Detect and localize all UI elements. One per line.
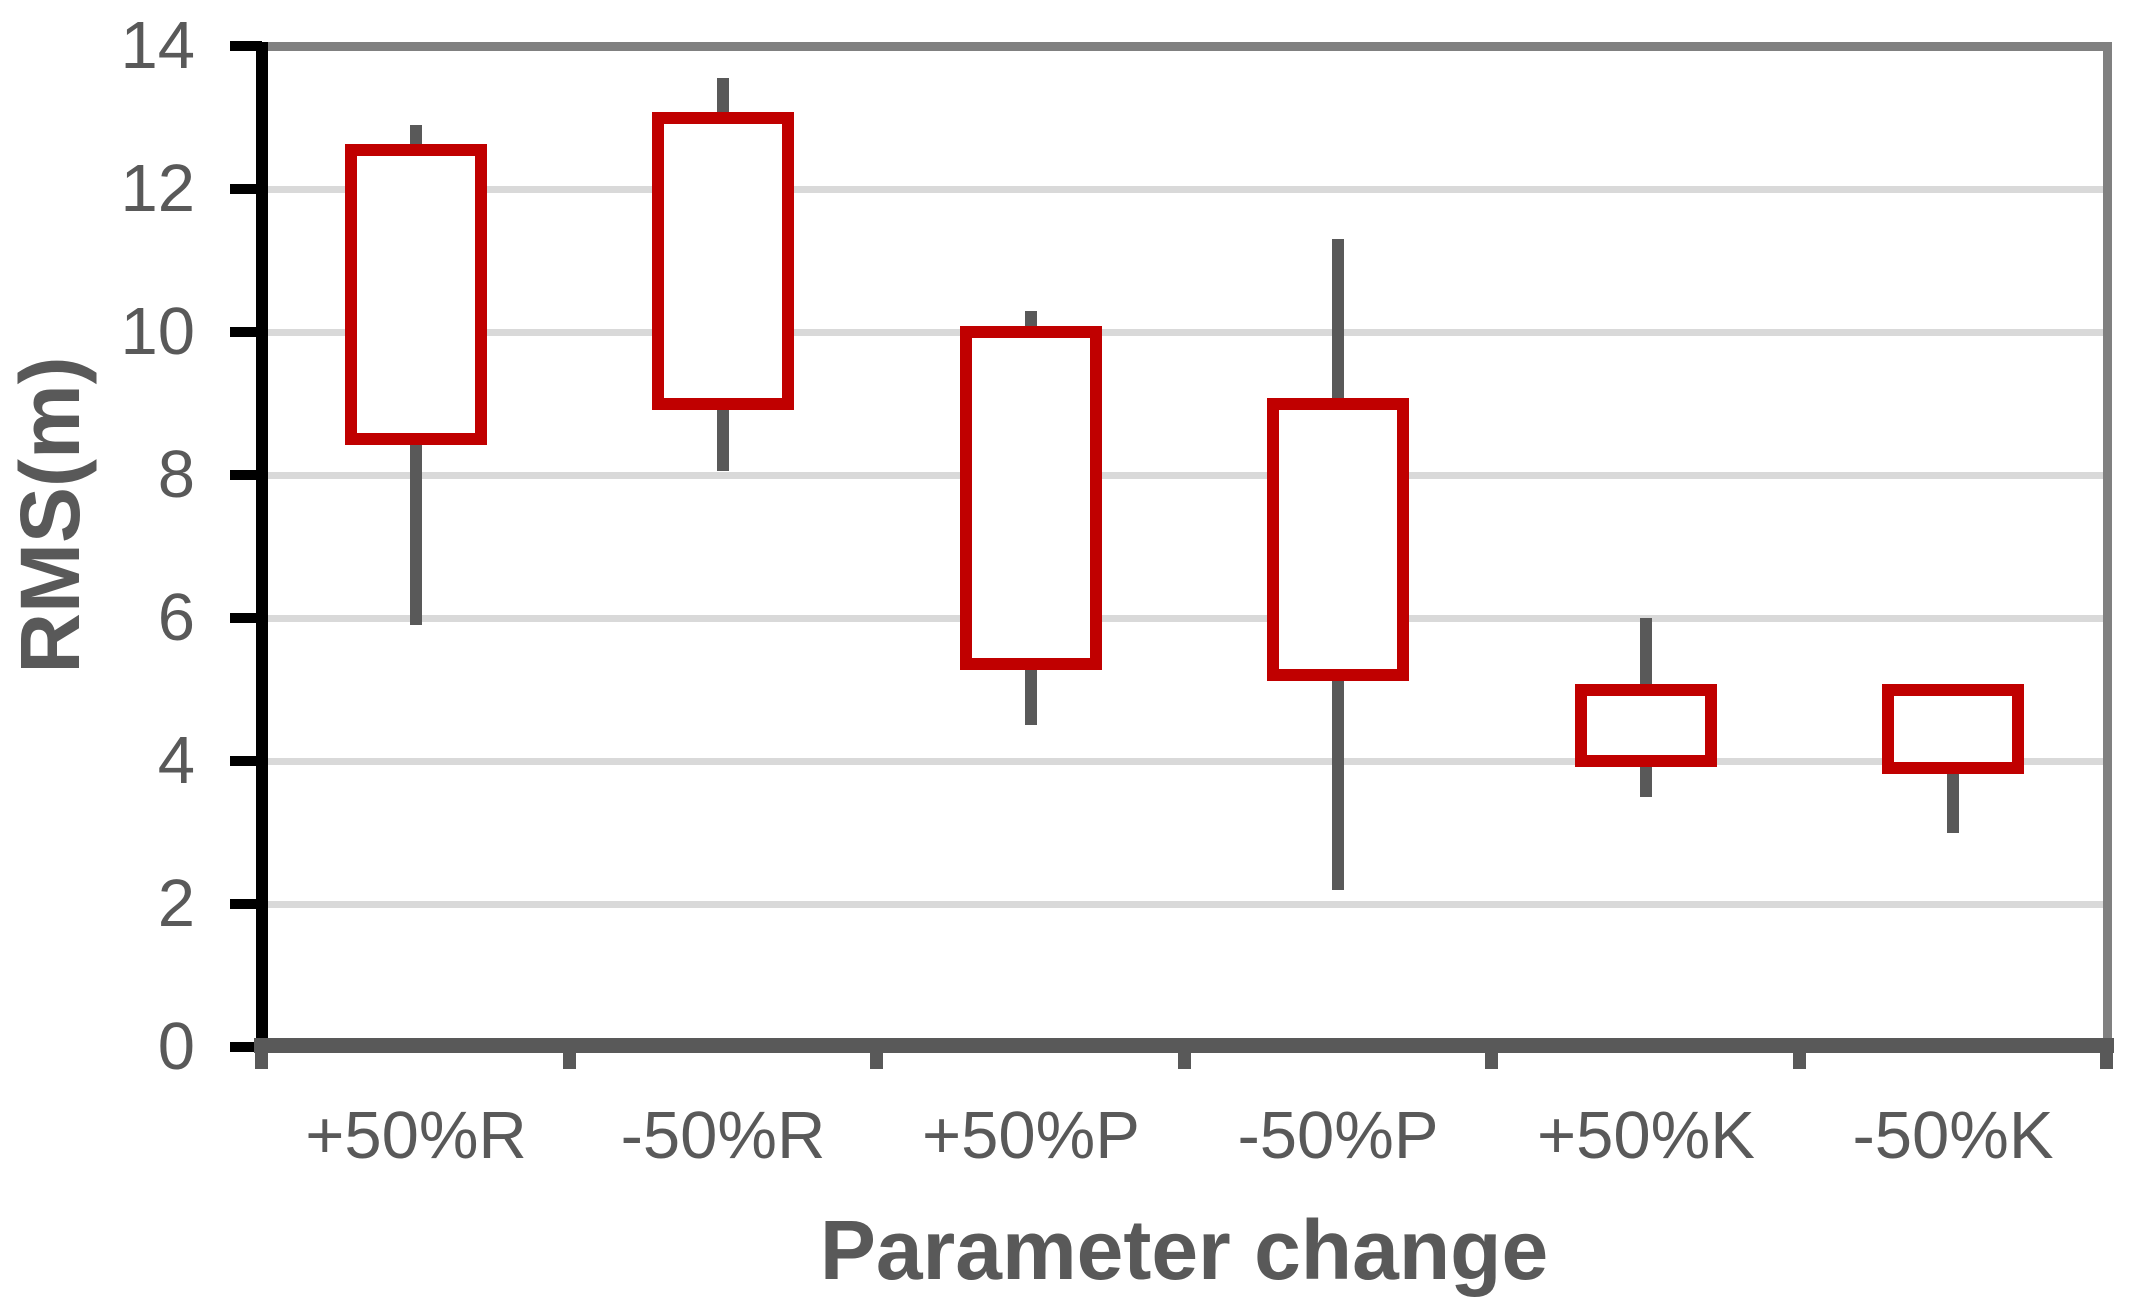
x-category-label-plus50K: +50%K [1537,1098,1755,1173]
gridline [262,328,2107,336]
x-tick-mark [870,1053,883,1069]
box [652,111,795,410]
x-category-label-minus50R: -50%R [620,1098,826,1173]
y-axis-line [256,42,268,1053]
box [1882,683,2025,775]
y-tick-mark [230,184,262,194]
box [1574,683,1717,767]
y-tick-label-10: 10 [120,294,195,369]
y-tick-label-14: 14 [120,8,195,83]
x-category-label-plus50R: +50%R [305,1098,527,1173]
plot-border-right [2103,42,2112,1047]
gridline [262,185,2107,193]
y-tick-label-0: 0 [157,1009,195,1084]
x-axis-line [254,1038,2114,1053]
y-axis-title: RMS(m) [3,356,97,674]
y-tick-label-8: 8 [157,437,195,512]
x-category-label-minus50K: -50%K [1852,1098,2054,1173]
x-tick-mark [255,1053,268,1069]
x-tick-mark [1485,1053,1498,1069]
y-tick-mark [230,1042,262,1052]
x-category-label-plus50P: +50%P [922,1098,1140,1173]
box [959,326,1102,671]
x-tick-mark [563,1053,576,1069]
x-tick-mark [2100,1053,2113,1069]
y-tick-mark [230,613,262,623]
box [1267,397,1410,682]
x-tick-mark [1178,1053,1191,1069]
y-tick-label-4: 4 [157,723,195,798]
plot-border-top [262,42,2112,51]
y-tick-mark [230,327,262,337]
box [344,143,487,446]
x-tick-mark [1793,1053,1806,1069]
y-tick-mark [230,470,262,480]
gridline [262,900,2107,908]
y-tick-label-2: 2 [157,866,195,941]
y-tick-mark [230,899,262,909]
y-tick-label-12: 12 [120,151,195,226]
y-tick-label-6: 6 [157,580,195,655]
gridline [262,757,2107,765]
gridline [262,471,2107,479]
gridline [262,614,2107,622]
x-category-label-minus50P: -50%P [1237,1098,1439,1173]
y-tick-mark [230,41,262,51]
y-tick-mark [230,756,262,766]
x-axis-title: Parameter change [819,1203,1549,1297]
